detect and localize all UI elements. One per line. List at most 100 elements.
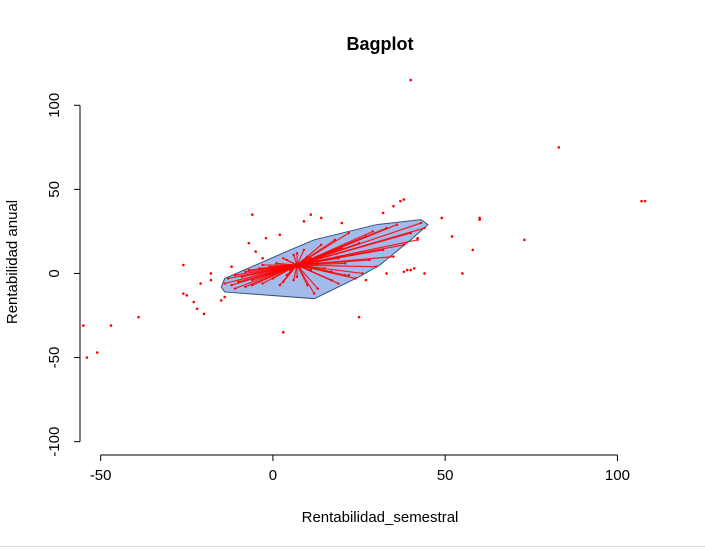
- outer-point-51: [640, 199, 643, 203]
- inner-point-9: [254, 272, 257, 275]
- inner-point-69: [271, 268, 275, 272]
- inner-point-58: [306, 255, 309, 258]
- inner-point-6: [244, 285, 247, 289]
- y-axis-label: Rentabilidad anual: [4, 200, 21, 324]
- outer-point-37: [405, 268, 409, 272]
- inner-point-35: [344, 273, 347, 277]
- outer-point-22: [278, 233, 282, 237]
- outer-point-42: [440, 216, 444, 220]
- outer-point-18: [250, 213, 254, 216]
- axes: -50 0 50 100 -100 -50 0 50 100: [46, 93, 630, 484]
- depth-median-point: [294, 262, 300, 268]
- inner-point-38: [354, 277, 357, 280]
- outer-point-15: [223, 295, 226, 299]
- ray-47: [296, 256, 394, 266]
- inner-point-48: [395, 223, 399, 226]
- outer-point-4: [137, 315, 140, 319]
- outer-point-35: [402, 198, 406, 201]
- outer-point-1: [85, 356, 89, 359]
- ray-36: [296, 232, 350, 266]
- outer-point-16: [230, 265, 233, 269]
- inner-point-28: [319, 243, 323, 247]
- x-axis-label: Rentabilidad_semestral: [302, 509, 459, 526]
- outer-point-41: [423, 272, 426, 275]
- outer-point-12: [209, 278, 213, 282]
- outer-point-38: [409, 268, 413, 272]
- ray-64: [234, 264, 298, 290]
- inner-point-65: [337, 282, 340, 285]
- outer-point-25: [309, 213, 313, 216]
- ray-44: [297, 264, 377, 268]
- inner-point-59: [316, 287, 319, 290]
- inner-point-4: [237, 280, 240, 284]
- outer-point-2: [95, 351, 99, 354]
- inner-point-63: [344, 262, 347, 265]
- ray-69: [272, 264, 298, 271]
- inner-point-13: [268, 265, 271, 268]
- inner-point-34: [340, 247, 344, 250]
- inner-point-54: [244, 270, 247, 273]
- inner-point-20: [292, 253, 295, 257]
- inner-point-37: [350, 253, 354, 257]
- outer-point-6: [182, 292, 185, 295]
- inner-point-62: [330, 270, 333, 273]
- chart-title: Bagplot: [347, 34, 414, 54]
- outer-point-36: [402, 270, 406, 274]
- inner-point-18: [285, 258, 288, 262]
- outer-point-20: [261, 257, 264, 260]
- outer-point-30: [364, 278, 368, 282]
- inner-point-19: [288, 268, 292, 272]
- inner-point-53: [423, 226, 426, 230]
- inner-point-36: [347, 231, 350, 235]
- inner-point-8: [251, 278, 254, 282]
- outer-point-50: [409, 78, 413, 82]
- inner-point-15: [275, 262, 278, 265]
- inner-point-61: [251, 284, 254, 287]
- ray-54: [245, 264, 298, 273]
- outer-point-21: [264, 236, 268, 240]
- outer-point-32: [385, 272, 388, 275]
- outer-point-14: [219, 299, 223, 302]
- inner-point-40: [361, 272, 364, 275]
- outer-point-45: [471, 248, 475, 252]
- inner-point-66: [309, 268, 313, 272]
- inner-point-26: [313, 292, 316, 295]
- inner-point-11: [261, 282, 264, 285]
- outer-point-39: [412, 267, 416, 270]
- inner-point-45: [381, 248, 385, 252]
- inner-point-14: [271, 277, 275, 280]
- ray-59: [296, 264, 319, 289]
- ray-48: [296, 224, 398, 266]
- window-bottom-border: [0, 546, 705, 547]
- y-tick-label-2: 0: [46, 269, 63, 277]
- inner-point-57: [292, 278, 295, 282]
- y-tick-label-0: -100: [46, 427, 63, 457]
- inner-point-33: [337, 257, 340, 260]
- outer-point-11: [202, 312, 206, 316]
- outer-point-52: [643, 199, 647, 203]
- inner-point-3: [233, 273, 237, 277]
- inner-point-31: [330, 278, 333, 282]
- inner-point-22: [299, 265, 302, 268]
- inner-point-23: [302, 248, 306, 252]
- outer-point-7: [185, 294, 189, 297]
- inner-point-5: [240, 275, 244, 279]
- plot-area: [82, 78, 647, 359]
- inner-point-29: [323, 267, 326, 270]
- y-tick-label-3: 50: [46, 181, 63, 198]
- inner-point-42: [368, 258, 371, 262]
- inner-point-12: [264, 273, 268, 277]
- inner-point-17: [282, 280, 285, 284]
- y-tick-label-1: -50: [46, 347, 63, 369]
- inner-point-47: [392, 255, 395, 258]
- ray-26: [296, 264, 315, 294]
- outer-point-10: [199, 282, 202, 285]
- x-tick-label-1: 0: [269, 467, 277, 484]
- inner-point-52: [419, 221, 423, 225]
- inner-point-25: [309, 257, 313, 260]
- outer-point-26: [319, 216, 323, 220]
- ray-51: [296, 239, 418, 266]
- outer-point-44: [461, 272, 464, 275]
- inner-point-2: [230, 284, 233, 287]
